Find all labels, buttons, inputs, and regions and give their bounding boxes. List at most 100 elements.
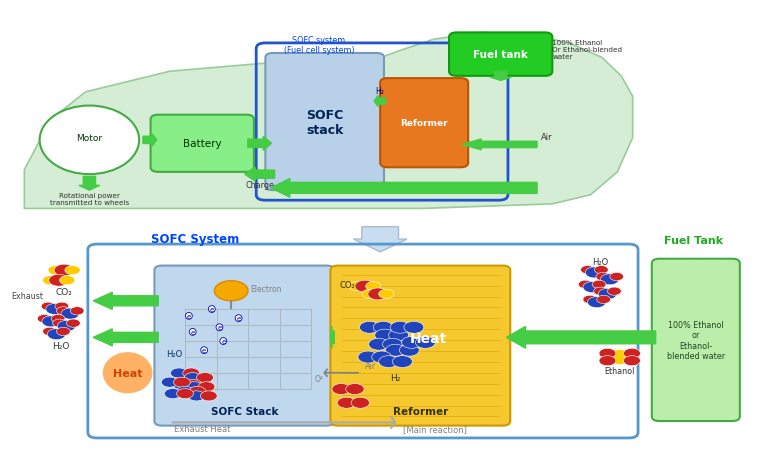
Circle shape	[57, 328, 70, 336]
Circle shape	[583, 296, 597, 304]
Text: H₂O: H₂O	[52, 341, 70, 350]
Circle shape	[43, 328, 57, 336]
Circle shape	[358, 351, 378, 363]
Circle shape	[200, 391, 217, 401]
Circle shape	[594, 266, 608, 274]
Circle shape	[42, 316, 61, 327]
Circle shape	[48, 266, 64, 275]
Circle shape	[362, 290, 377, 299]
Circle shape	[597, 296, 611, 304]
Circle shape	[588, 297, 606, 308]
Circle shape	[332, 384, 350, 395]
Circle shape	[337, 397, 356, 409]
FancyBboxPatch shape	[330, 266, 510, 425]
Circle shape	[578, 280, 592, 289]
FancyArrow shape	[374, 96, 386, 107]
Circle shape	[599, 348, 616, 358]
Circle shape	[57, 307, 70, 315]
FancyBboxPatch shape	[380, 79, 468, 168]
Circle shape	[392, 356, 412, 368]
Text: e: e	[217, 325, 222, 330]
FancyBboxPatch shape	[151, 116, 254, 173]
Circle shape	[599, 356, 616, 366]
Circle shape	[164, 389, 181, 399]
Text: Heat: Heat	[113, 368, 142, 378]
FancyArrow shape	[248, 137, 272, 151]
Circle shape	[402, 337, 422, 348]
Circle shape	[369, 339, 389, 350]
Circle shape	[351, 397, 369, 409]
FancyArrow shape	[93, 329, 158, 346]
Circle shape	[359, 322, 379, 334]
Circle shape	[177, 386, 194, 397]
Circle shape	[70, 307, 84, 315]
Text: Exhaust Heat: Exhaust Heat	[174, 424, 230, 433]
Circle shape	[51, 315, 65, 323]
Text: Fuel tank: Fuel tank	[473, 50, 528, 60]
Circle shape	[415, 337, 435, 348]
Text: 100% Ethanol
or
Ethanol-
blended water: 100% Ethanol or Ethanol- blended water	[667, 320, 725, 360]
Text: Rotational power
transmitted to wheels: Rotational power transmitted to wheels	[50, 193, 129, 206]
Polygon shape	[25, 34, 633, 209]
Circle shape	[349, 282, 364, 291]
Circle shape	[161, 377, 178, 387]
Circle shape	[49, 274, 68, 286]
Text: H₂O: H₂O	[592, 257, 609, 266]
Circle shape	[58, 321, 75, 332]
Circle shape	[624, 348, 641, 358]
Text: Electron: Electron	[250, 284, 282, 293]
Text: Ethanol: Ethanol	[604, 366, 635, 375]
Text: H₂O: H₂O	[166, 349, 182, 358]
Circle shape	[610, 273, 624, 281]
FancyArrow shape	[506, 327, 656, 348]
Circle shape	[170, 368, 187, 378]
Text: Charge: Charge	[245, 181, 274, 190]
Text: e: e	[202, 347, 207, 353]
Text: e: e	[210, 306, 214, 312]
Circle shape	[390, 322, 410, 334]
Circle shape	[197, 373, 214, 383]
Circle shape	[43, 276, 58, 285]
Text: Air: Air	[541, 132, 552, 141]
FancyBboxPatch shape	[266, 54, 384, 191]
Circle shape	[598, 289, 617, 300]
Text: CO₂: CO₂	[339, 280, 355, 290]
Circle shape	[355, 280, 375, 292]
Circle shape	[55, 302, 68, 311]
Ellipse shape	[40, 106, 139, 175]
Circle shape	[601, 274, 619, 285]
Circle shape	[48, 329, 66, 340]
Circle shape	[386, 344, 406, 356]
FancyArrow shape	[271, 179, 537, 198]
Circle shape	[184, 373, 201, 383]
Text: O₂: O₂	[337, 398, 347, 407]
Circle shape	[366, 282, 381, 291]
FancyBboxPatch shape	[154, 266, 334, 425]
Circle shape	[585, 267, 604, 278]
Circle shape	[607, 287, 621, 296]
Text: Motor: Motor	[76, 134, 102, 143]
Text: Battery: Battery	[183, 139, 222, 149]
Circle shape	[379, 356, 399, 368]
FancyBboxPatch shape	[449, 34, 552, 77]
Circle shape	[399, 344, 419, 356]
Circle shape	[189, 386, 206, 397]
Circle shape	[594, 287, 607, 296]
FancyArrow shape	[93, 292, 158, 310]
Circle shape	[382, 339, 402, 350]
FancyArrow shape	[245, 168, 275, 182]
Circle shape	[379, 290, 394, 299]
Circle shape	[404, 322, 424, 334]
Text: e: e	[221, 338, 226, 344]
Circle shape	[183, 368, 200, 378]
Circle shape	[583, 282, 601, 293]
Circle shape	[53, 319, 67, 328]
Circle shape	[46, 304, 65, 315]
Text: H₂: H₂	[390, 373, 401, 382]
Circle shape	[373, 322, 393, 334]
Text: CO₂: CO₂	[56, 287, 72, 296]
Circle shape	[198, 382, 215, 392]
Circle shape	[174, 377, 190, 387]
Ellipse shape	[103, 353, 153, 393]
Text: SOFC system
(Fuel cell system): SOFC system (Fuel cell system)	[283, 36, 354, 55]
